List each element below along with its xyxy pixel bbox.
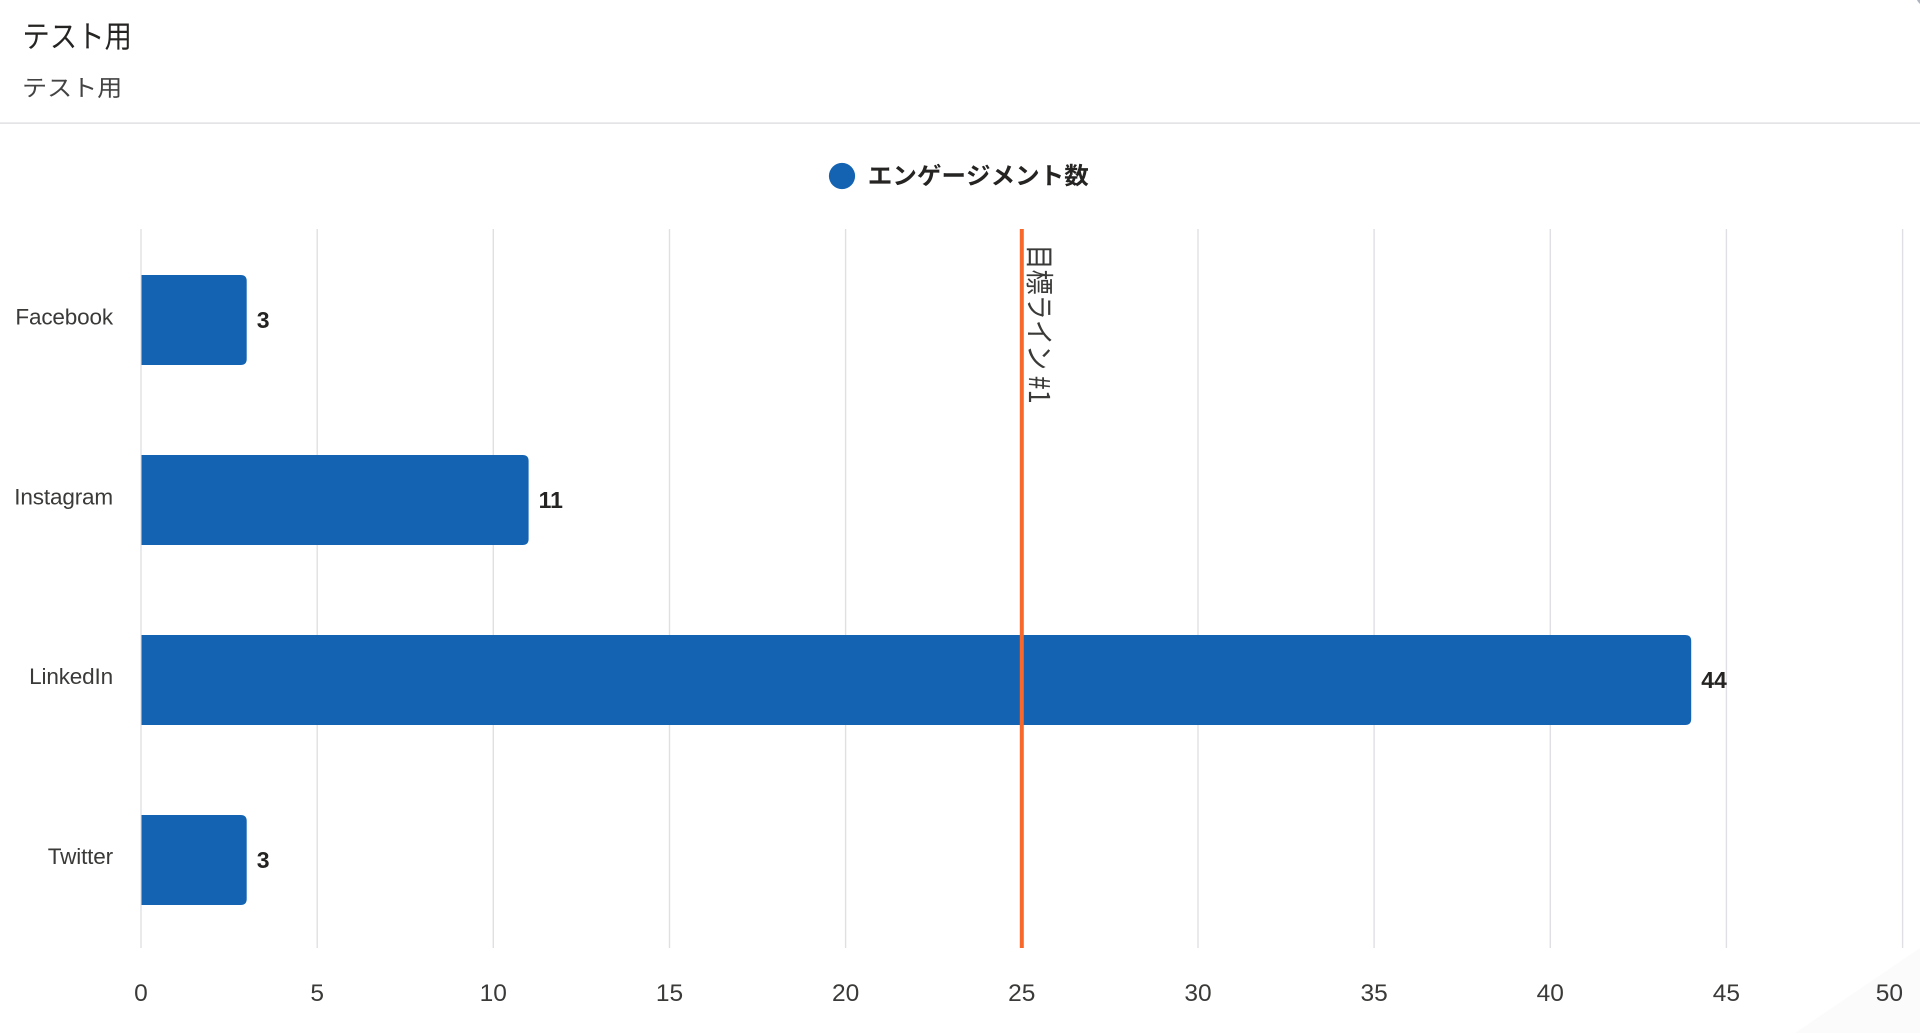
svg-text:10: 10 xyxy=(480,980,507,1007)
svg-text:20: 20 xyxy=(832,980,859,1007)
svg-text:35: 35 xyxy=(1360,980,1387,1007)
svg-text:3: 3 xyxy=(257,307,270,333)
svg-text:50: 50 xyxy=(1876,980,1903,1007)
svg-text:3: 3 xyxy=(257,847,270,873)
svg-text:30: 30 xyxy=(1184,980,1211,1007)
svg-text:44: 44 xyxy=(1701,667,1727,693)
svg-text:5: 5 xyxy=(310,980,324,1007)
svg-text:11: 11 xyxy=(539,487,564,513)
svg-text:Twitter: Twitter xyxy=(48,844,114,869)
svg-text:LinkedIn: LinkedIn xyxy=(29,664,113,689)
svg-text:0: 0 xyxy=(134,980,148,1007)
svg-text:Instagram: Instagram xyxy=(14,484,113,509)
svg-text:Facebook: Facebook xyxy=(15,305,114,330)
svg-text:45: 45 xyxy=(1713,980,1740,1007)
svg-text:40: 40 xyxy=(1537,980,1564,1007)
svg-text:15: 15 xyxy=(656,980,683,1007)
svg-text:25: 25 xyxy=(1008,980,1035,1007)
